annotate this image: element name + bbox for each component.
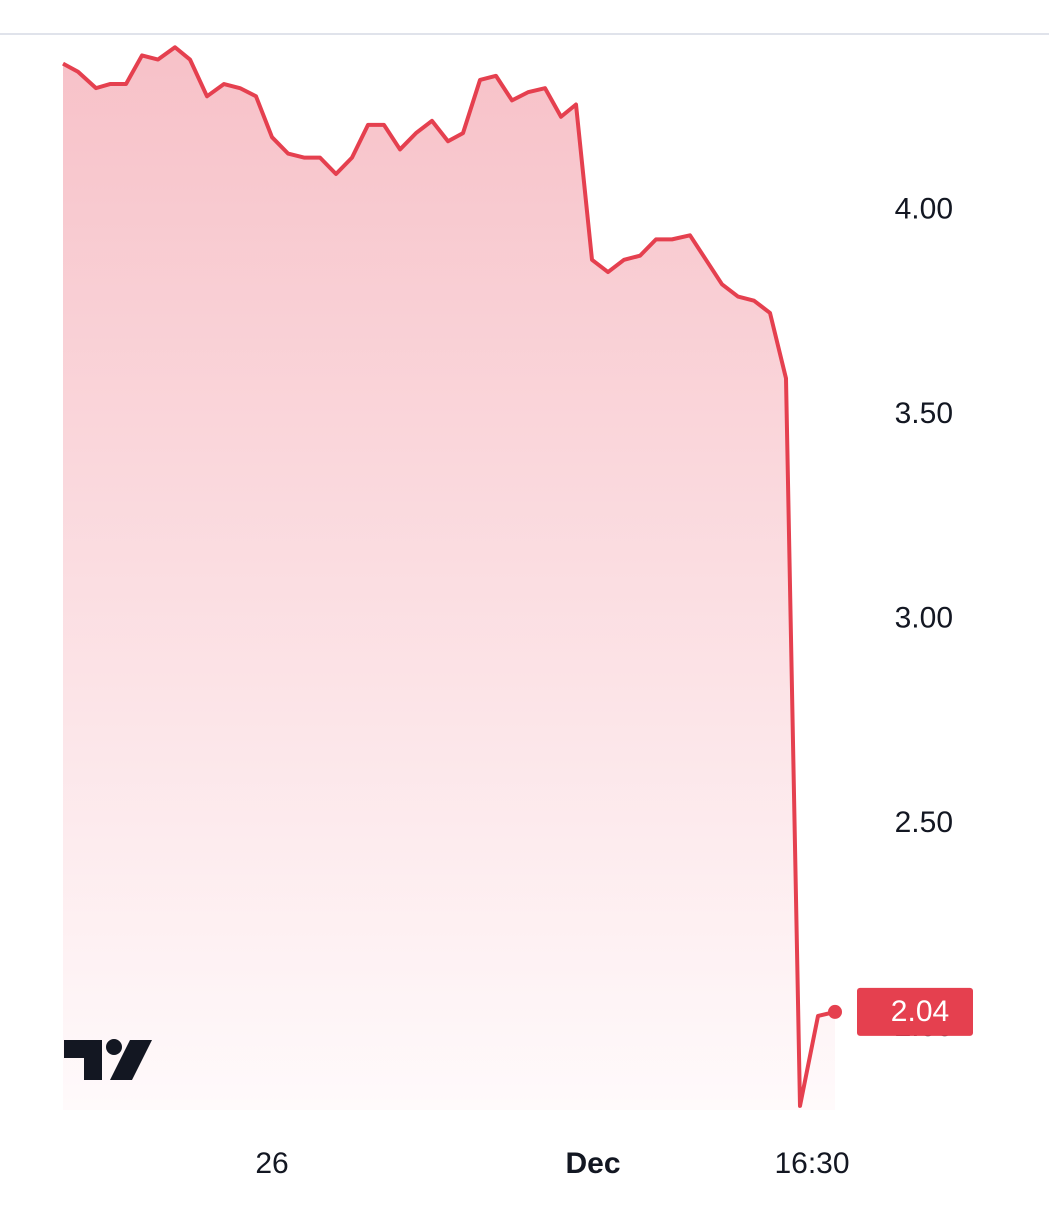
price-line (62, 45, 836, 1108)
x-tick-label: 26 (255, 1147, 288, 1180)
last-price-label: 2.04 (891, 995, 949, 1028)
y-tick-label: 3.00 (895, 601, 953, 634)
last-point (828, 1004, 842, 1019)
last-price-badge (857, 987, 973, 1036)
y-tick-label: 4.00 (895, 193, 953, 226)
x-tick-label: Dec (565, 1147, 620, 1180)
area-fill (63, 47, 835, 1111)
y-tick-label: 2.50 (895, 806, 953, 839)
y-tick-label: 3.50 (895, 397, 953, 430)
x-tick-label: 16:30 (774, 1147, 849, 1180)
tradingview-logo (64, 1039, 152, 1080)
